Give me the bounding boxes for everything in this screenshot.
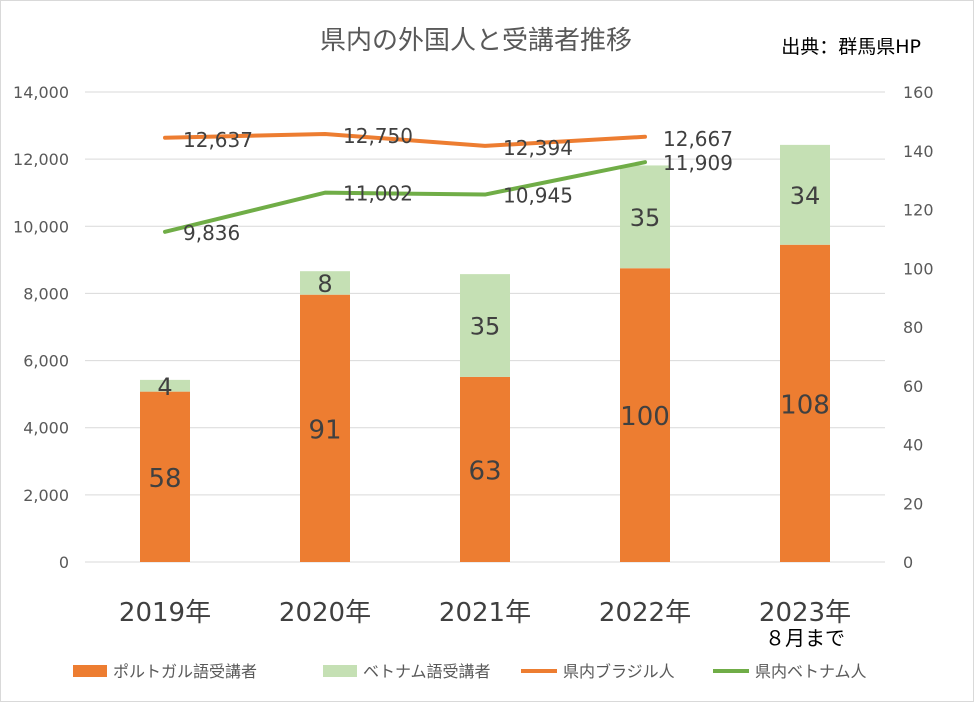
bar-label-portuguese: 108 [780, 390, 830, 420]
right-tick-label: 0 [903, 553, 913, 572]
category-label: 2020年 [279, 598, 371, 628]
left-tick-label: 12,000 [13, 150, 69, 169]
right-tick-label: 40 [903, 436, 923, 455]
line-label: 11,909 [663, 151, 733, 175]
legend-label: 県内ベトナム人 [755, 662, 867, 681]
source-note: 出典：群馬県HP [781, 36, 921, 58]
line-label: 12,667 [663, 127, 733, 151]
right-tick-label: 20 [903, 494, 923, 513]
bar-portuguese [620, 268, 670, 562]
bar-portuguese [300, 294, 350, 562]
left-tick-label: 4,000 [23, 419, 69, 438]
line-label: 12,750 [343, 124, 413, 148]
legend-label: ベトナム語受講者 [363, 662, 491, 681]
legend: ポルトガル語受講者 ベトナム語受講者 県内ブラジル人 県内ベトナム人 [73, 662, 867, 681]
bar-vietnamese [460, 274, 510, 377]
left-tick-label: 8,000 [23, 284, 69, 303]
category-label: 2022年 [599, 598, 691, 628]
legend-label: 県内ブラジル人 [563, 662, 675, 681]
left-tick-label: 10,000 [13, 217, 69, 236]
left-tick-label: 0 [59, 553, 69, 572]
right-axis: 0 20 40 60 80 100 120 140 160 [903, 83, 934, 572]
right-tick-label: 140 [903, 142, 934, 161]
left-tick-label: 2,000 [23, 486, 69, 505]
bar-vietnamese [780, 144, 830, 245]
line-label: 9,836 [183, 221, 240, 245]
category-label: 2019年 [119, 598, 211, 628]
legend-swatch [73, 665, 107, 677]
bar-portuguese [140, 391, 190, 562]
right-tick-label: 100 [903, 259, 934, 278]
bar-label-vietnamese: 34 [790, 182, 821, 210]
bar-label-vietnamese: 8 [317, 270, 332, 298]
category-axis: 2019年 2020年 2021年 2022年 2023年 [119, 598, 851, 628]
bar-label-vietnamese: 35 [470, 313, 501, 341]
right-tick-label: 120 [903, 201, 934, 220]
line-series [163, 160, 647, 234]
lines: 12,637 12,750 12,394 12,667 9,836 11,002 10,94… [163, 124, 733, 245]
bar-label-portuguese: 100 [620, 402, 670, 432]
bar-label-vietnamese: 35 [630, 204, 661, 232]
bar-portuguese [780, 244, 830, 562]
bar-vietnamese [140, 379, 190, 392]
line-series [163, 131, 647, 148]
line-label: 11,002 [343, 182, 413, 206]
line-label: 12,637 [183, 128, 253, 152]
category-label: 2021年 [439, 598, 531, 628]
left-axis: 0 2,000 4,000 6,000 8,000 10,000 12,000 14,000 [13, 83, 69, 572]
legend-swatch [323, 665, 357, 677]
line-label: 12,394 [503, 136, 573, 160]
right-tick-label: 60 [903, 377, 923, 396]
bar-label-portuguese: 63 [468, 456, 501, 486]
bar-vietnamese [300, 271, 350, 295]
right-tick-label: 80 [903, 318, 923, 337]
category-label: 2023年 [759, 598, 851, 628]
bar-label-portuguese: 58 [148, 464, 181, 494]
bar-label-portuguese: 91 [308, 415, 341, 445]
legend-label: ポルトガル語受講者 [113, 662, 257, 681]
line-label: 10,945 [503, 184, 573, 208]
bar-portuguese [460, 376, 510, 562]
category-note: ８月まで [765, 626, 845, 650]
left-tick-label: 14,000 [13, 83, 69, 102]
left-tick-label: 6,000 [23, 352, 69, 371]
chart-title: 県内の外国人と受講者推移 [320, 26, 632, 56]
bars: 58 4 91 8 63 35 100 35 108 34 [140, 144, 830, 562]
bar-label-vietnamese: 4 [157, 373, 172, 401]
right-tick-label: 160 [903, 83, 934, 102]
bar-vietnamese [620, 165, 670, 269]
